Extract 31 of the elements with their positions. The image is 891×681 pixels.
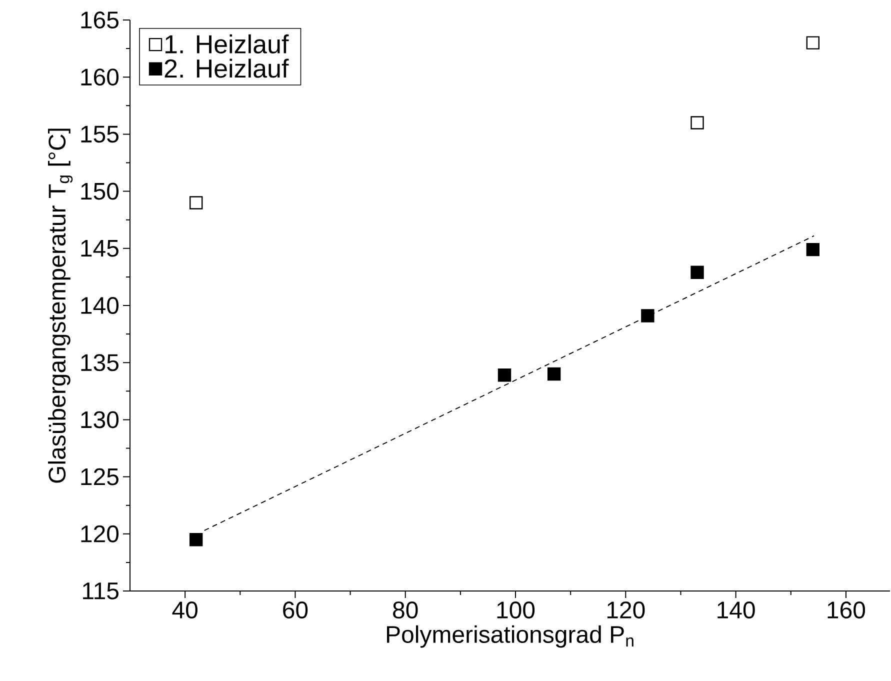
y-tick-label: 160 [81, 68, 119, 86]
point [189, 196, 203, 210]
x-tick-label: 80 [393, 602, 418, 619]
point [806, 242, 820, 256]
y-tick-label: 130 [81, 411, 119, 428]
point [498, 368, 512, 382]
y-tick-label: 115 [83, 582, 118, 600]
x-tick-label: 40 [172, 602, 198, 619]
point [641, 309, 654, 322]
x-tick-label: 140 [718, 602, 755, 619]
x-tick-label: 120 [607, 602, 645, 619]
point [547, 367, 561, 381]
y-tick-label: 120 [81, 525, 119, 542]
x-tick-label: 160 [828, 602, 866, 619]
point [806, 36, 820, 50]
point [690, 266, 704, 279]
y-tick-label: 125 [81, 468, 118, 486]
y-tick-label: 135 [81, 354, 118, 372]
y-tick-label: 155 [81, 126, 118, 143]
legend-label: 2. Heizlauf [164, 58, 289, 78]
x-tick-label: 100 [497, 602, 535, 619]
point [189, 533, 203, 546]
x-axis-title: Polymerisationsgrad P$_{n}$ [387, 625, 634, 648]
y-tick-label: 165 [81, 11, 118, 28]
legend-label: 1. Heizlauf [165, 34, 289, 54]
y-tick-label: 150 [81, 182, 119, 200]
y-tick-label: 145 [81, 240, 118, 257]
y-axis-title: Glasübergangstemperatur T$_{g}$ [°C] [48, 128, 73, 483]
point [690, 116, 704, 130]
y-tick-label: 140 [81, 296, 119, 314]
x-tick-label: 60 [283, 602, 308, 619]
